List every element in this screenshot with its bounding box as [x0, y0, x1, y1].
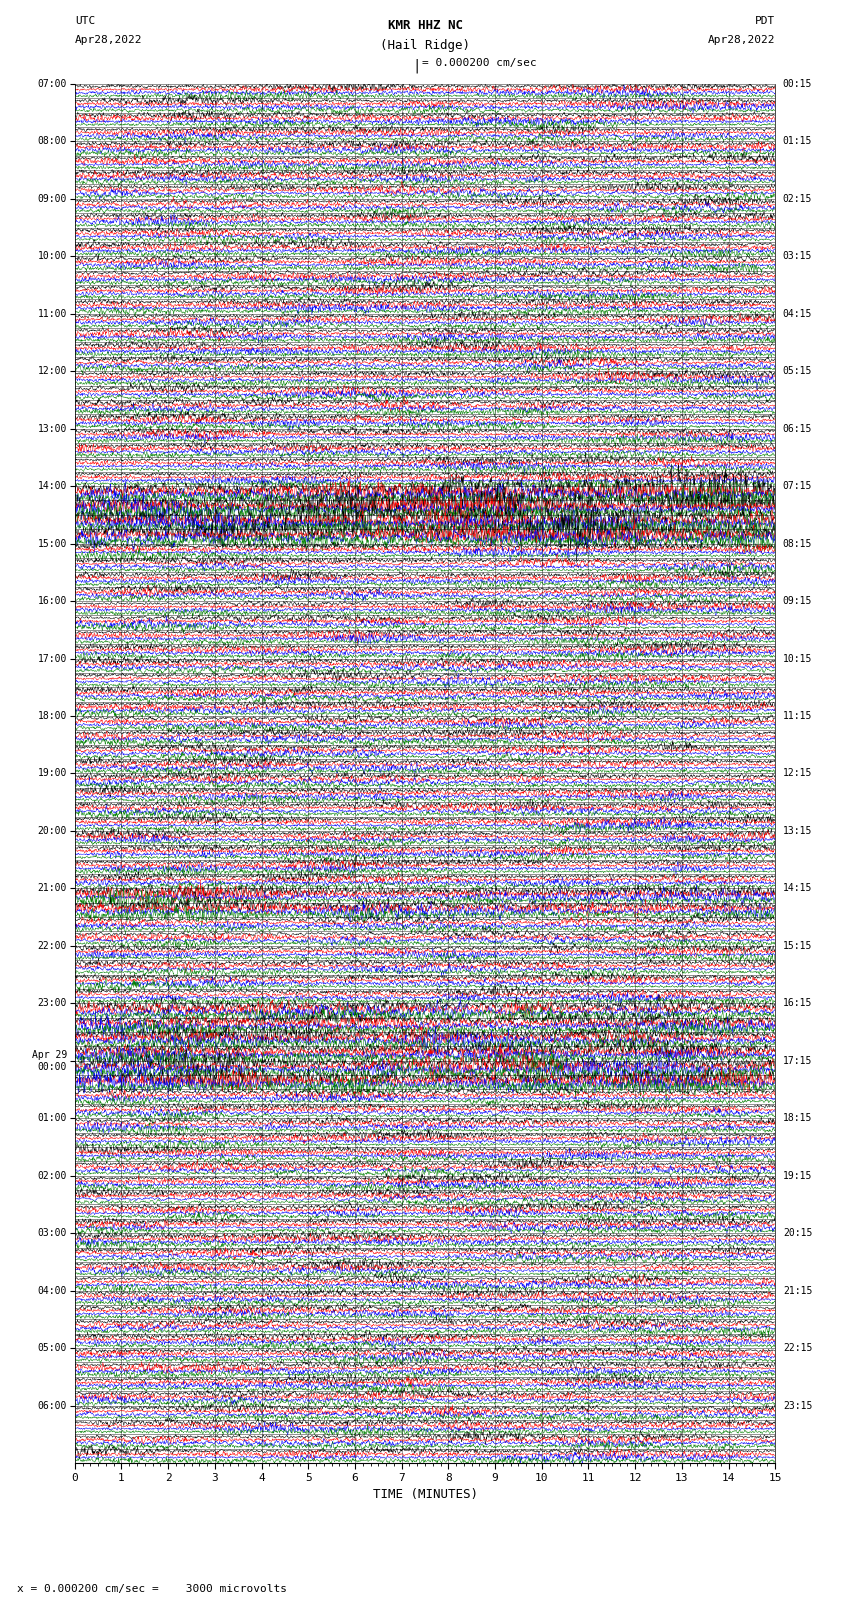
Text: PDT: PDT: [755, 16, 775, 26]
Text: Apr28,2022: Apr28,2022: [708, 35, 775, 45]
Text: |: |: [412, 58, 421, 73]
Text: = 0.000200 cm/sec: = 0.000200 cm/sec: [422, 58, 537, 68]
Text: UTC: UTC: [75, 16, 95, 26]
Text: KMR HHZ NC: KMR HHZ NC: [388, 19, 462, 32]
Text: Apr28,2022: Apr28,2022: [75, 35, 142, 45]
Text: x = 0.000200 cm/sec =    3000 microvolts: x = 0.000200 cm/sec = 3000 microvolts: [17, 1584, 287, 1594]
Text: (Hail Ridge): (Hail Ridge): [380, 39, 470, 52]
X-axis label: TIME (MINUTES): TIME (MINUTES): [372, 1487, 478, 1500]
